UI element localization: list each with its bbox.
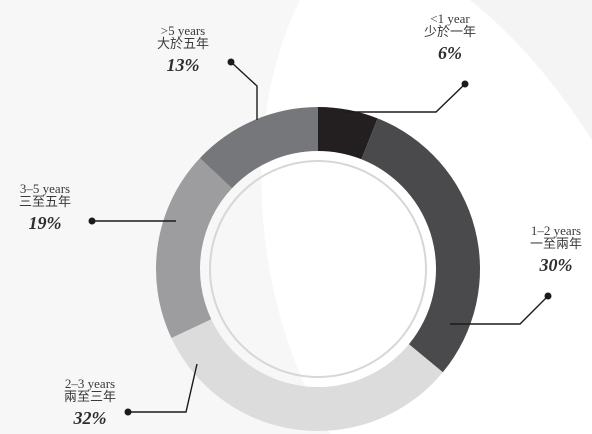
leader-over-5-years	[230, 61, 258, 120]
slice-under-1-year	[318, 107, 378, 160]
leader-1-2-years-dot	[544, 292, 552, 300]
value-label: 6%	[438, 42, 462, 63]
slice-1-2-years	[361, 118, 481, 373]
leader-over-5-years-dot	[227, 58, 235, 66]
leader-under-1-year	[346, 83, 466, 113]
value-label: 30%	[539, 254, 573, 275]
label-1-2-years: 1–2 years 一至兩年 30%	[520, 223, 592, 275]
leader-2-3-years-dot	[124, 408, 132, 416]
value-label: 32%	[73, 407, 107, 428]
label-under-1-year: <1 year 少於一年 6%	[410, 11, 490, 63]
leader-under-1-year-dot	[461, 80, 469, 88]
label-over-5-years: >5 years 大於五年 13%	[138, 23, 228, 75]
value-label: 13%	[166, 54, 200, 75]
label-2-3-years: 2–3 years 兩至三年 32%	[45, 376, 135, 428]
leader-1-2-years	[450, 295, 549, 325]
label-3-5-years: 3–5 years 三至五年 19%	[0, 181, 90, 233]
slice-over-5-years	[199, 107, 318, 189]
value-label: 19%	[28, 212, 62, 233]
leader-3-5-years-dot	[88, 217, 96, 225]
slice-3-5-years	[156, 158, 232, 338]
inner-ring	[209, 160, 427, 378]
leader-2-3-years	[128, 363, 198, 413]
slice-2-3-years	[171, 319, 443, 431]
